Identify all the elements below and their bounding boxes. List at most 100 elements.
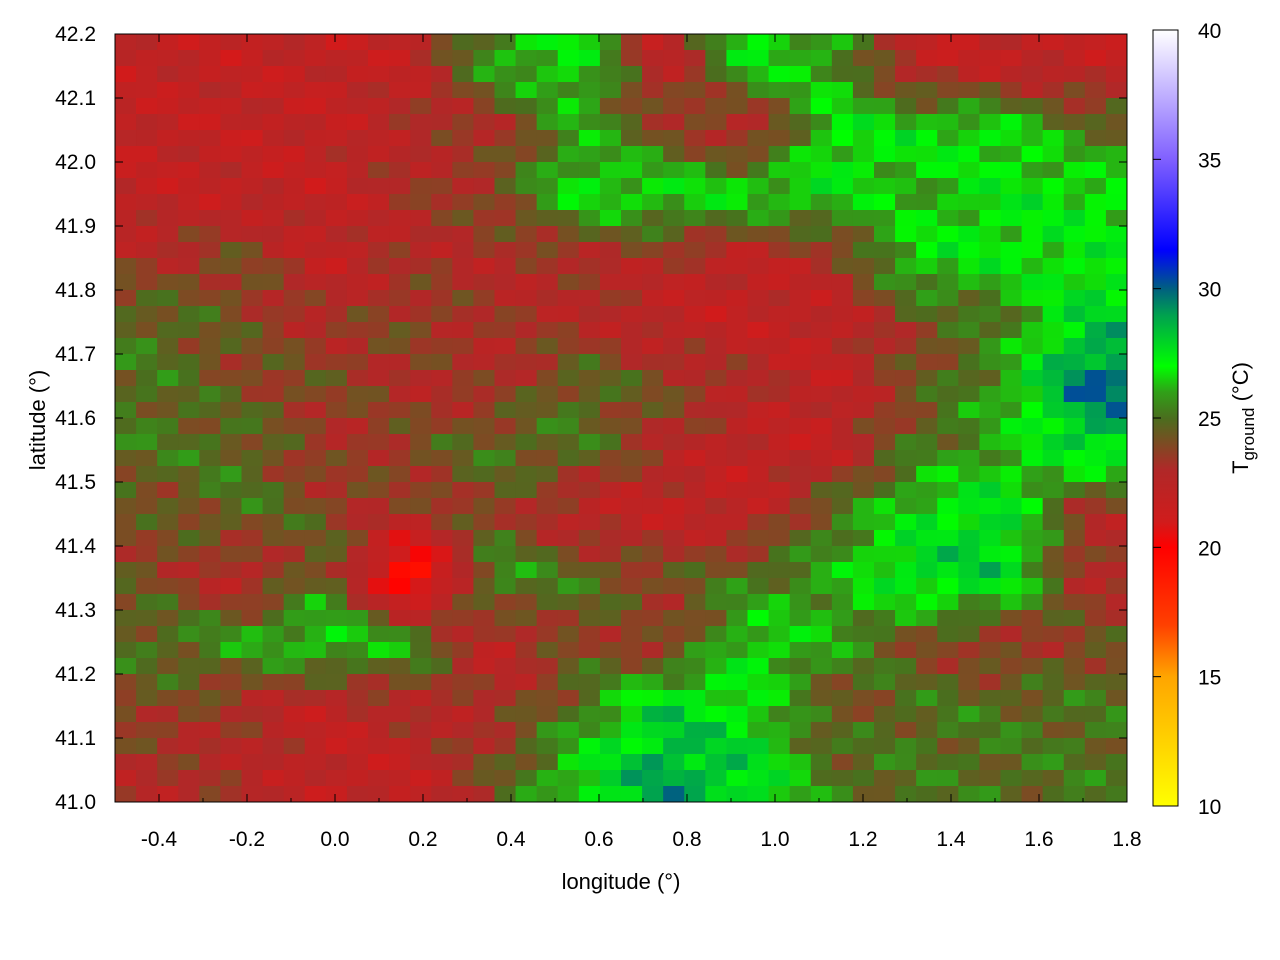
heatmap-cell (705, 290, 728, 307)
heatmap-cell (452, 514, 475, 531)
heatmap-cell (642, 498, 664, 515)
heatmap-cell (1063, 546, 1086, 563)
heatmap-cell (325, 418, 348, 435)
heatmap-cell (178, 498, 200, 515)
heatmap-cell (220, 162, 243, 179)
heatmap-cell (452, 658, 475, 675)
heatmap-cell (452, 210, 475, 227)
heatmap-cell (136, 338, 158, 355)
heatmap-cell (1105, 130, 1127, 147)
heatmap-cell (199, 306, 222, 323)
heatmap-cell (621, 194, 643, 211)
heatmap-cell (304, 738, 327, 755)
heatmap-cell (1042, 402, 1065, 419)
heatmap-cell (536, 514, 559, 531)
heatmap-cell (599, 498, 622, 515)
heatmap-cell (958, 482, 981, 499)
heatmap-cell (937, 722, 959, 739)
heatmap-cell (283, 306, 306, 323)
heatmap-cell (199, 530, 222, 547)
heatmap-cell (1105, 226, 1127, 243)
heatmap-cell (536, 626, 559, 643)
heatmap-cell (852, 258, 875, 275)
heatmap-cell (389, 674, 411, 691)
heatmap-cell (178, 258, 200, 275)
heatmap-cell (262, 722, 285, 739)
heatmap-cell (578, 274, 601, 291)
heatmap-cell (958, 98, 981, 115)
heatmap-cell (557, 306, 580, 323)
heatmap-cell (684, 338, 706, 355)
heatmap-cell (157, 66, 179, 83)
heatmap-cell (642, 434, 664, 451)
heatmap-cell (304, 258, 327, 275)
heatmap-cell (874, 98, 896, 115)
heatmap-cell (325, 66, 348, 83)
heatmap-cell (684, 354, 706, 371)
heatmap-cell (473, 738, 496, 755)
heatmap-cell (220, 258, 243, 275)
heatmap-cell (789, 290, 812, 307)
heatmap-cell (241, 546, 264, 563)
heatmap-cell (874, 338, 896, 355)
heatmap-cell (262, 738, 285, 755)
heatmap-cell (136, 658, 158, 675)
heatmap-cell (705, 658, 728, 675)
heatmap-cell (1042, 82, 1065, 99)
heatmap-cell (578, 178, 601, 195)
heatmap-cell (410, 162, 432, 179)
heatmap-cell (368, 370, 390, 387)
heatmap-cell (494, 194, 517, 211)
heatmap-cell (304, 706, 327, 723)
heatmap-cell (937, 130, 959, 147)
heatmap-cell (115, 82, 137, 99)
heatmap-cell (220, 738, 243, 755)
heatmap-cell (199, 354, 222, 371)
heatmap-cell (663, 450, 685, 467)
heatmap-cell (178, 514, 200, 531)
heatmap-cell (368, 706, 390, 723)
heatmap-cell (958, 306, 981, 323)
heatmap-cell (1063, 66, 1086, 83)
heatmap-cell (515, 66, 538, 83)
heatmap-cell (515, 98, 538, 115)
heatmap-cell (852, 610, 875, 627)
heatmap-cell (199, 82, 222, 99)
heatmap-cell (536, 786, 559, 802)
heatmap-cell (283, 274, 306, 291)
heatmap-cell (789, 210, 812, 227)
heatmap-cell (578, 722, 601, 739)
heatmap-cell (1042, 722, 1065, 739)
heatmap-cell (431, 146, 453, 163)
heatmap-cell (431, 338, 453, 355)
heatmap-cell (599, 258, 622, 275)
heatmap-cell (1021, 674, 1044, 691)
heatmap-cell (473, 114, 496, 131)
heatmap-cell (1021, 322, 1044, 339)
heatmap-cell (452, 386, 475, 403)
heatmap-cell (1084, 690, 1107, 707)
heatmap-cell (325, 130, 348, 147)
heatmap-cell (895, 514, 917, 531)
heatmap-cell (536, 50, 559, 67)
heatmap-cell (283, 242, 306, 259)
heatmap-cell (895, 706, 917, 723)
heatmap-cell (768, 498, 791, 515)
heatmap-cell (431, 274, 453, 291)
heatmap-cell (346, 434, 369, 451)
heatmap-cell (1105, 386, 1127, 403)
heatmap-cell (1021, 274, 1044, 291)
heatmap-cell (431, 98, 453, 115)
heatmap-cell (473, 770, 496, 787)
heatmap-cell (705, 546, 728, 563)
heatmap-cell (621, 706, 643, 723)
heatmap-cell (958, 626, 981, 643)
heatmap-cell (768, 562, 791, 579)
heatmap-cell (684, 322, 706, 339)
heatmap-cell (262, 386, 285, 403)
heatmap-cell (768, 594, 791, 611)
heatmap-cell (831, 306, 854, 323)
heatmap-cell (199, 770, 222, 787)
heatmap-cell (1021, 658, 1044, 675)
heatmap-cell (262, 786, 285, 802)
